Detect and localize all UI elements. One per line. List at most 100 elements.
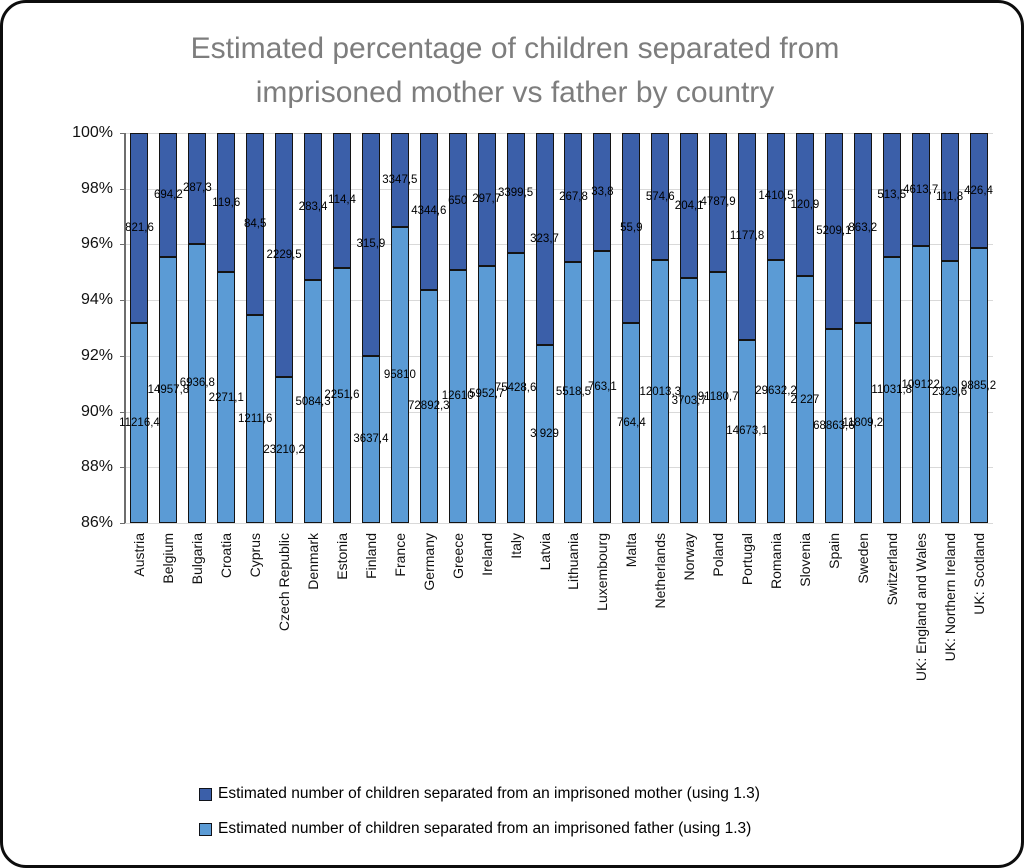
bar-label-father-Estonia: 2251,6 [324, 389, 360, 402]
bar-mother-Germany [419, 133, 438, 290]
bar-label-father-Romania: 29632,2 [755, 385, 797, 398]
x-axis-label-Lithuania: Lithuania [565, 533, 582, 590]
bar-label-mother-Sweden: 863,2 [848, 221, 878, 234]
y-tick-label-92: 92% [80, 346, 113, 364]
bar-label-mother-Italy: 3399,5 [498, 187, 534, 200]
bar-label-mother-Austria: 821,6 [125, 222, 154, 235]
bar-label-father-Norway: 3703,7 [671, 394, 707, 407]
bar-mother-Latvia [535, 133, 554, 346]
x-axis-label-Greece: Greece [449, 533, 466, 579]
bar-mother-Denmark [304, 133, 323, 281]
bar-label-mother-France: 3347,5 [382, 174, 418, 187]
bar-mother-Malta [622, 133, 641, 323]
y-axis-line [124, 133, 126, 523]
bar-label-mother-Bulgaria: 287,3 [182, 182, 212, 195]
bar-label-mother-UK: England and Wales: 4613,7 [903, 183, 939, 196]
plot-area: 86% 88% 90% 92% 94% 96% 98% 100% 821,6 11216,4 Aus… [3, 3, 1021, 865]
bar-label-father-Belgium: 14957,8 [147, 383, 190, 396]
bar-label-mother-Malta: 55,9 [620, 221, 643, 234]
bar-label-mother-Belgium: 694,2 [154, 188, 183, 201]
bar-label-father-Greece: 12610 [441, 390, 474, 403]
y-tick-label-90: 90% [80, 402, 113, 420]
x-axis-label-Portugal: Portugal [739, 533, 756, 586]
bar-father-Latvia [535, 345, 554, 523]
legend: Estimated number of children separated f… [199, 785, 760, 838]
x-axis-label-Switzerland: Switzerland [883, 533, 900, 606]
y-tick-label-88: 88% [80, 458, 113, 476]
x-axis-label-Spain: Spain [825, 533, 842, 569]
bar-label-father-Sweden: 11809,2 [842, 416, 884, 429]
bar-label-father-Portugal: 14673,1 [726, 425, 768, 438]
bar-father-Poland [709, 271, 728, 523]
gridline-86 [125, 523, 993, 524]
bar-father-Germany [419, 289, 438, 523]
legend-item-mother: Estimated number of children separated f… [199, 785, 760, 803]
x-axis-label-UK: Northern Ireland: UK: Northern Ireland [941, 533, 958, 662]
bar-father-Croatia [217, 272, 236, 523]
bar-father-Finland [361, 355, 380, 523]
bar-label-father-Denmark: 5084,3 [295, 395, 331, 408]
bar-mother-Slovenia [795, 133, 814, 277]
y-tick-label-98: 98% [80, 179, 113, 197]
bar-label-mother-UK: Scotland: 426,4 [964, 184, 993, 197]
y-axis-tick-96 [120, 244, 125, 246]
bar-label-mother-Germany: 4344,6 [411, 205, 447, 218]
bar-father-UK: England and Wales [911, 246, 930, 523]
bar-father-Ireland [477, 265, 496, 523]
bar-label-father-Slovenia: 2 227 [790, 393, 820, 406]
bar-father-UK: Northern Ireland [940, 260, 959, 523]
bar-label-father-Lithuania: 5518,5 [555, 386, 592, 399]
bar-father-Estonia [333, 267, 351, 523]
bar-father-Czech Republic [275, 377, 294, 523]
x-axis-label-Croatia: Croatia [218, 533, 235, 579]
bar-label-father-UK: Scotland: 9885,2 [960, 379, 997, 392]
gridline-92 [125, 355, 993, 357]
x-axis-label-Estonia: Estonia [334, 533, 350, 580]
bar-father-Romania [767, 259, 785, 523]
bar-mother-Croatia [217, 133, 236, 273]
x-axis-label-Romania: Romania [768, 533, 784, 590]
x-axis-label-Bulgaria: Bulgaria [189, 533, 206, 585]
x-axis-label-Austria: Austria [131, 533, 148, 577]
bar-label-father-France: 95810 [383, 369, 416, 382]
x-axis-label-Netherlands: Netherlands [652, 533, 669, 609]
gridline-96 [125, 244, 993, 246]
bar-mother-Netherlands [651, 133, 670, 261]
bar-father-UK: Scotland [969, 248, 988, 523]
bar-label-father-Cyprus: 1211,6 [238, 412, 273, 425]
bar-label-mother-Denmark: 283,4 [298, 200, 328, 213]
bar-mother-Finland [361, 133, 380, 356]
bar-label-mother-Switzerland: 513,5 [877, 188, 907, 201]
bar-mother-Estonia [333, 133, 351, 268]
bar-label-mother-Spain: 5209,1 [816, 224, 852, 237]
y-axis-tick-98 [120, 188, 125, 190]
bar-father-Italy [506, 253, 525, 523]
x-axis-label-UK: England and Wales: UK: England and Wales [912, 533, 929, 682]
bar-mother-UK: Scotland [969, 133, 988, 249]
bar-label-mother-Cyprus: 84,5 [243, 217, 267, 230]
bar-father-Malta [622, 322, 641, 523]
bar-mother-Portugal [738, 133, 757, 340]
gridline-90 [125, 411, 993, 413]
y-tick-label-96: 96% [80, 235, 113, 253]
bar-label-mother-Ireland: 297,7 [472, 193, 502, 206]
x-axis-label-Denmark: Denmark [305, 533, 322, 590]
bar-label-father-Luxembourg: 763,1 [588, 381, 617, 394]
bar-label-father-Ireland: 5952,7 [469, 388, 505, 401]
bar-label-mother-Finland: 315,9 [356, 238, 386, 251]
bar-label-father-Italy: 75428,6 [494, 382, 537, 395]
y-axis-tick-100 [120, 133, 125, 134]
bar-mother-Poland [709, 133, 728, 272]
bar-label-mother-Czech Republic: 2229,5 [266, 249, 302, 262]
bar-mother-Belgium [159, 133, 178, 257]
bar-father-Greece [448, 269, 467, 523]
x-axis-label-UK: Scotland: UK: Scotland [970, 533, 987, 615]
x-axis-label-Slovenia: Slovenia [796, 533, 813, 587]
bar-father-Austria [130, 323, 149, 523]
bar-label-father-Finland: 3637,4 [353, 433, 389, 446]
x-axis-label-Malta: Malta [623, 533, 640, 568]
y-axis-tick-88 [120, 467, 125, 469]
bar-label-father-Malta: 764,4 [616, 416, 646, 429]
bar-mother-Italy [506, 133, 525, 254]
bar-label-father-Czech Republic: 23210,2 [263, 444, 305, 457]
